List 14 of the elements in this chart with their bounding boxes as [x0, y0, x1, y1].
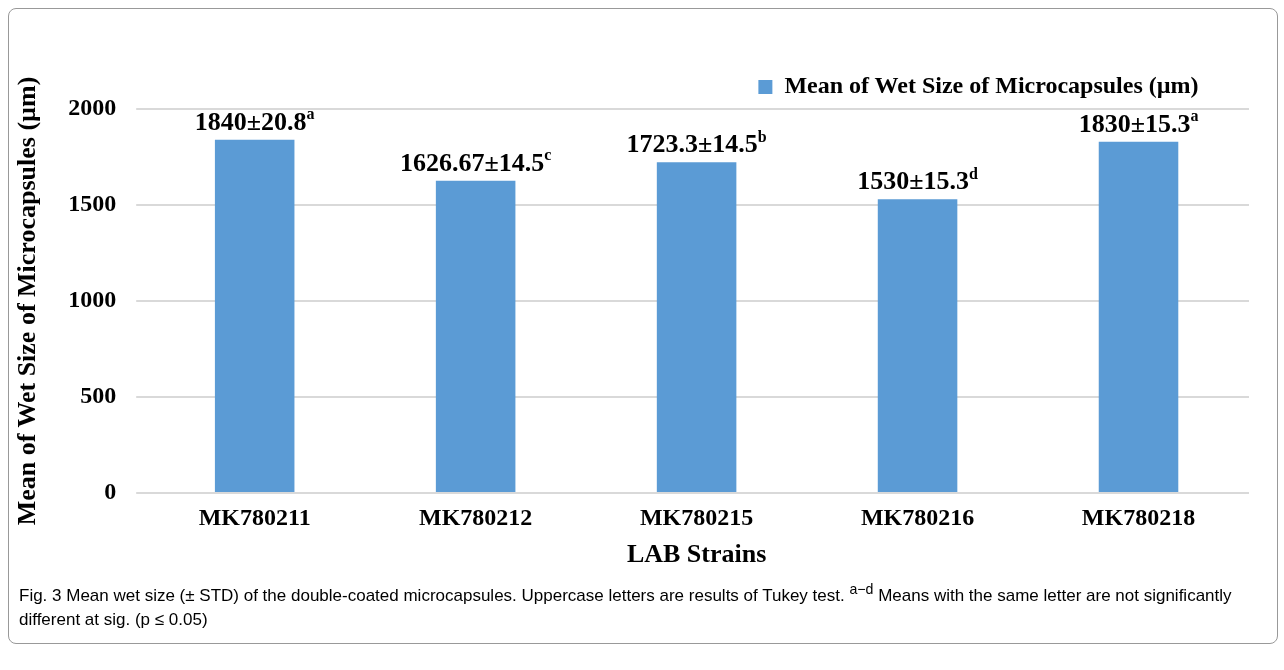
x-tick-label: MK780216 [860, 503, 975, 530]
x-tick-label: MK780215 [639, 503, 754, 530]
y-tick-label: 1000 [68, 286, 117, 313]
x-tick-label: MK780212 [418, 503, 533, 530]
text: Fig. 3 Mean wet size (± STD) of the double-coated microcapsules. Uppercase letters are results of Tukey test. $^{a−d}$ Means with the same letter are not significantly different at sig. (p ≤ 0.05) [19, 581, 1232, 630]
x-tick-label: MK780211 [198, 503, 311, 530]
y-tick-label: 2000 [68, 94, 117, 121]
y-tick-label: 1500 [68, 190, 117, 217]
y-tick-label: 0 [104, 478, 117, 505]
y-axis-title: Mean of Wet Size of Microcapsules (µm) [12, 76, 42, 526]
y-tick-label: 500 [80, 382, 117, 409]
x-tick-label: MK780218 [1081, 503, 1196, 530]
legend-label: Mean of Wet Size of Microcapsules (µm) [784, 72, 1199, 99]
x-axis-title: LAB Strains [626, 539, 767, 569]
